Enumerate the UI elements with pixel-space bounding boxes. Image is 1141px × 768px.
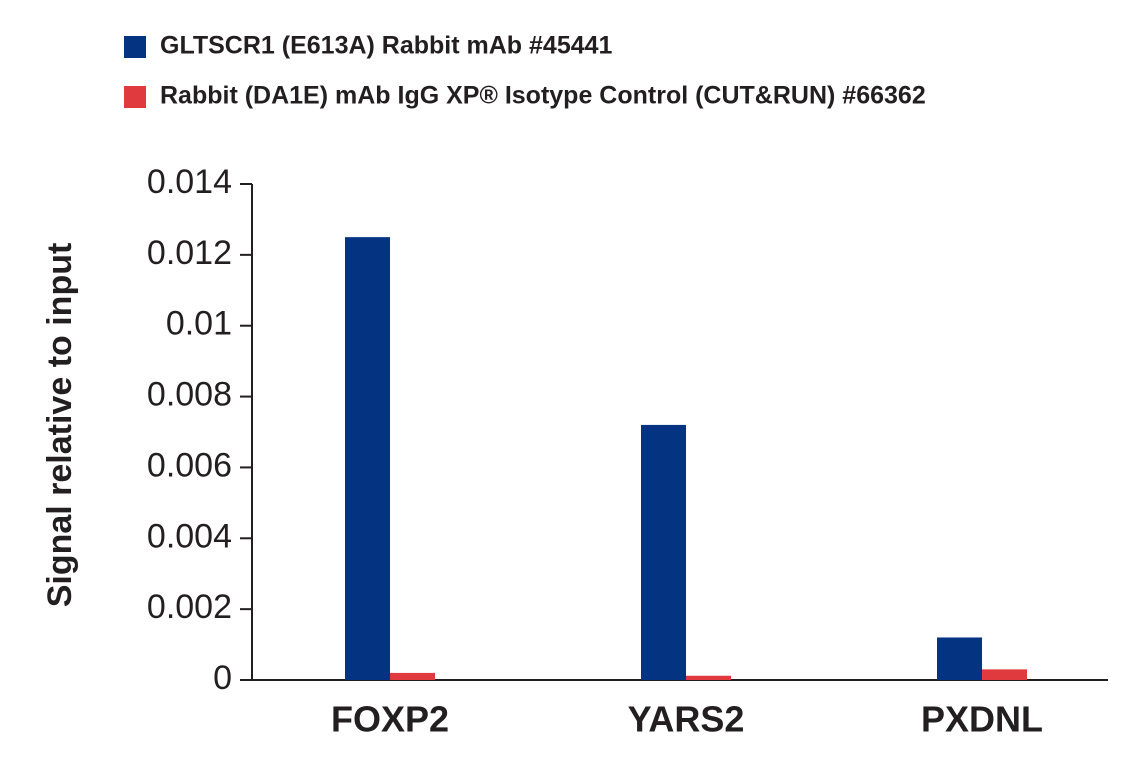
x-tick-label: FOXP2 — [331, 699, 449, 740]
y-axis-title: Signal relative to input — [41, 243, 79, 608]
y-tick-label: 0.008 — [147, 376, 232, 414]
y-tick-label: 0.002 — [147, 588, 232, 626]
y-tick-label: 0.014 — [147, 163, 232, 201]
y-tick-label: 0.006 — [147, 446, 232, 484]
x-tick-label: PXDNL — [921, 699, 1043, 740]
legend-label: GLTSCR1 (E613A) Rabbit mAb #45441 — [160, 32, 613, 60]
bar — [390, 672, 435, 680]
legend-label: Rabbit (DA1E) mAb IgG XP® Isotype Contro… — [160, 82, 926, 110]
y-tick-label: 0.01 — [166, 305, 232, 343]
bar — [937, 637, 982, 680]
legend-marker — [124, 36, 146, 58]
y-tick-label: 0 — [213, 659, 232, 697]
bar — [641, 424, 686, 680]
y-tick-label: 0.004 — [147, 517, 232, 555]
bar — [686, 675, 731, 680]
y-tick-label: 0.012 — [147, 234, 232, 272]
bar — [982, 669, 1027, 680]
bar — [345, 237, 390, 680]
x-tick-label: YARS2 — [628, 699, 745, 740]
legend-marker — [124, 86, 146, 108]
